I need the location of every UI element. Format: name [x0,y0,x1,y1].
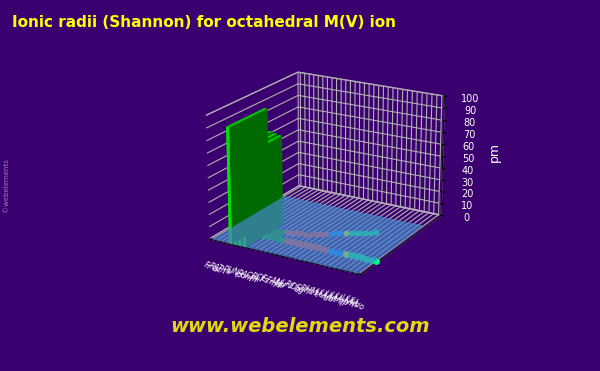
Text: Ionic radii (Shannon) for octahedral M(V) ion: Ionic radii (Shannon) for octahedral M(V… [12,15,396,30]
Text: www.webelements.com: www.webelements.com [170,317,430,336]
Text: ©webelements: ©webelements [3,158,9,213]
